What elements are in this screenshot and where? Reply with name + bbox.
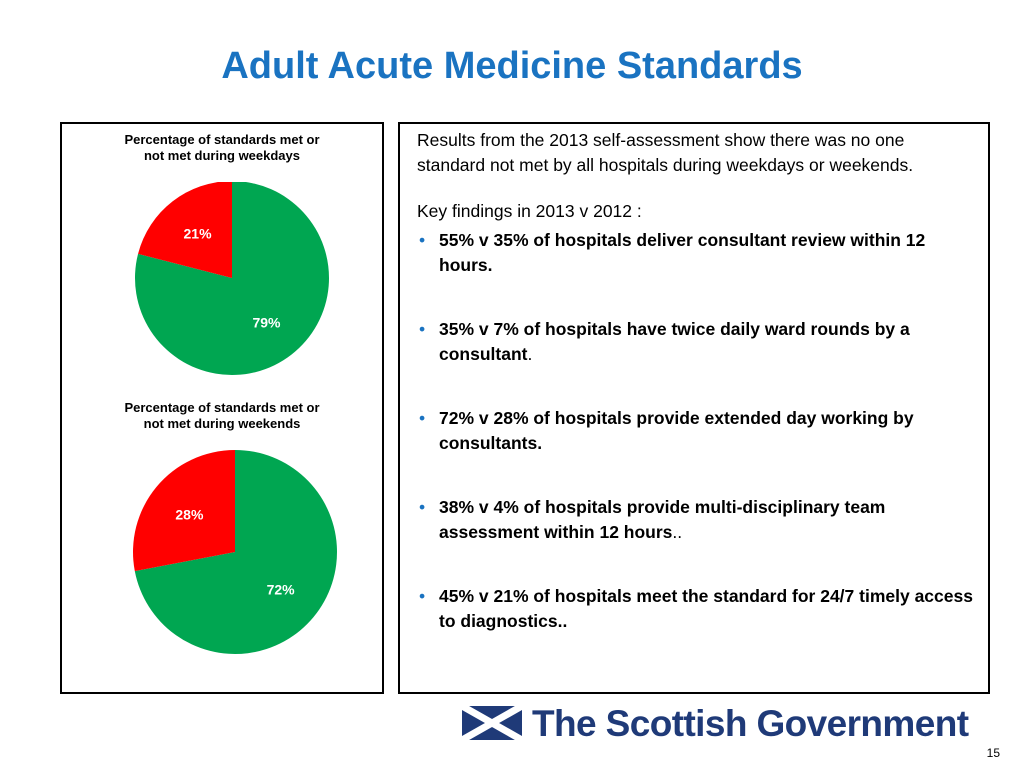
findings-panel: Results from the 2013 self-assessment sh… [398,122,990,694]
bullet-icon: • [419,586,426,606]
weekday-chart-title-line-2: not met during weekdays [143,148,301,163]
key-findings-label: Key findings in 2013 v 2012 : [417,201,642,221]
weekend-pie-chart: 72% 28% [133,450,337,654]
weekend-chart-title-line-2: not met during weekends [143,416,301,431]
weekday-pie-chart: 79% 21% [135,182,329,375]
weekend-chart-title: Percentage of standards met or not met d… [62,400,382,432]
weekday-chart: Percentage of standards met or not met d… [62,132,382,375]
pie-slice-label: 21% [184,226,213,242]
page-number: 15 [986,746,1000,760]
pie-slice [135,182,329,375]
findings-list: • 55% v 35% of hospitals deliver consulta… [417,228,976,634]
pie-slice [134,450,337,654]
weekday-chart-title: Percentage of standards met or not met d… [62,132,382,164]
finding-text: 45% v 21% of hospitals meet the standard… [439,586,973,631]
pie-slice-label: 79% [252,314,281,330]
finding-item: • 35% v 7% of hospitals have twice daily … [417,317,976,367]
page-title: Adult Acute Medicine Standards [221,45,803,87]
charts-panel: Percentage of standards met or not met d… [60,122,384,694]
logo-text: The Scottish Government [532,703,969,744]
pie-slice-label: 28% [175,506,204,522]
bullet-icon: • [419,319,426,339]
finding-item: • 45% v 21% of hospitals meet the standar… [417,584,976,634]
scottish-government-logo: The Scottish Government [462,703,982,744]
pie-slice [138,182,232,278]
finding-tail: .. [672,522,683,542]
bullet-icon: • [419,408,426,428]
saltire-flag-icon [462,706,522,740]
finding-text: 35% v 7% of hospitals have twice daily w… [439,319,910,364]
finding-tail: . [527,344,533,364]
intro-text: Results from the 2013 self-assessment sh… [417,130,914,175]
weekend-chart: Percentage of standards met or not met d… [62,400,382,654]
weekday-chart-title-line-1: Percentage of standards met or [124,132,320,147]
finding-text: 38% v 4% of hospitals provide multi-disc… [439,497,886,542]
finding-item: • 72% v 28% of hospitals provide extended… [417,406,976,456]
finding-text: 55% v 35% of hospitals deliver consultan… [439,230,926,275]
pie-slice [133,450,235,572]
finding-item: • 38% v 4% of hospitals provide multi-dis… [417,495,976,545]
pie-slice-label: 72% [267,582,296,598]
finding-text: 72% v 28% of hospitals provide extended … [439,408,914,453]
weekend-chart-title-line-1: Percentage of standards met or [124,400,320,415]
bullet-icon: • [419,497,426,517]
bullet-icon: • [419,230,426,250]
finding-item: • 55% v 35% of hospitals deliver consulta… [417,228,976,278]
